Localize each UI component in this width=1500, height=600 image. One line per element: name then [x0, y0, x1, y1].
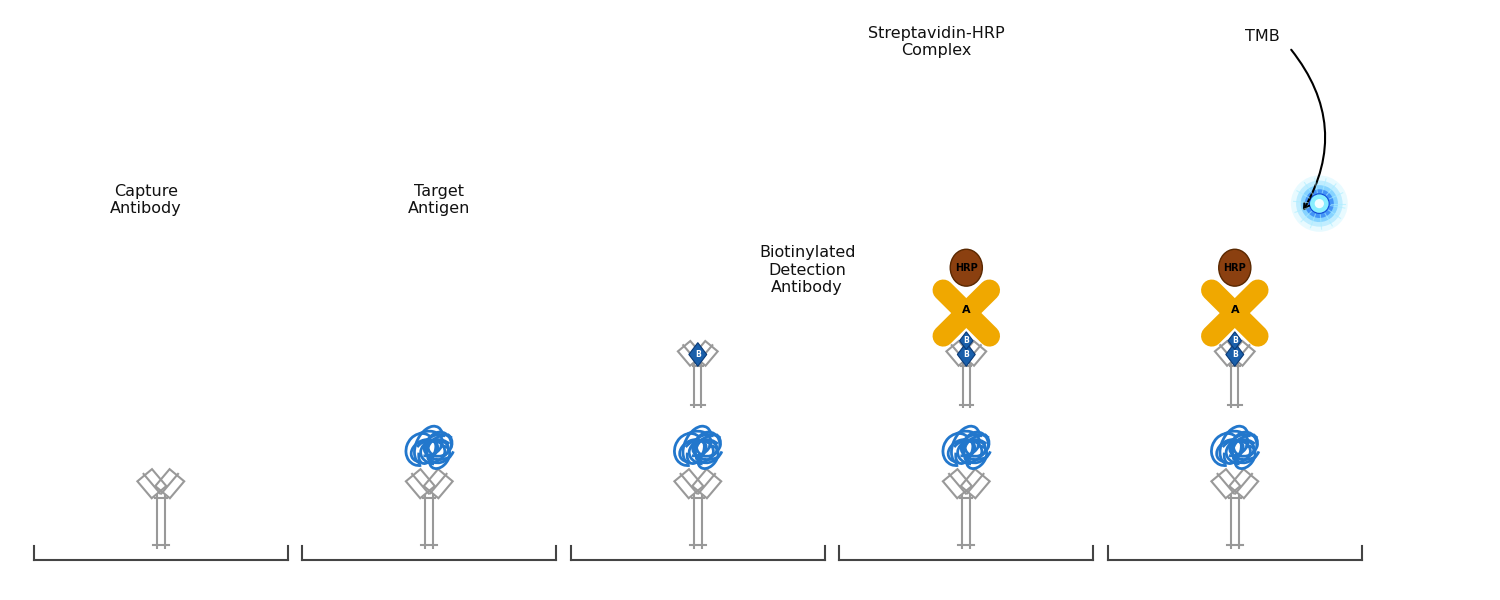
- Text: HRP: HRP: [1224, 263, 1246, 273]
- Text: HRP: HRP: [956, 263, 978, 273]
- Text: Biotinylated
Detection
Antibody: Biotinylated Detection Antibody: [759, 245, 855, 295]
- Polygon shape: [960, 332, 974, 350]
- Text: B: B: [694, 350, 700, 359]
- Ellipse shape: [1218, 249, 1251, 286]
- Polygon shape: [1226, 343, 1244, 367]
- Ellipse shape: [950, 249, 982, 286]
- Text: A: A: [962, 305, 970, 315]
- Text: B: B: [1232, 336, 1238, 345]
- Text: Target
Antigen: Target Antigen: [408, 184, 471, 216]
- Circle shape: [1292, 175, 1348, 232]
- Circle shape: [1310, 194, 1329, 213]
- Polygon shape: [688, 343, 706, 367]
- Circle shape: [1300, 185, 1338, 222]
- Circle shape: [1310, 193, 1329, 214]
- Text: A: A: [1230, 305, 1239, 315]
- Polygon shape: [1228, 332, 1242, 350]
- Circle shape: [1296, 181, 1342, 227]
- Polygon shape: [957, 343, 975, 367]
- Circle shape: [1314, 199, 1324, 208]
- Text: B: B: [963, 350, 969, 359]
- Text: B: B: [963, 336, 969, 345]
- Text: Capture
Antibody: Capture Antibody: [110, 184, 182, 216]
- Text: B: B: [1232, 350, 1238, 359]
- Circle shape: [1305, 189, 1334, 218]
- Text: Streptavidin-HRP
Complex: Streptavidin-HRP Complex: [868, 26, 1005, 58]
- Text: TMB: TMB: [1245, 29, 1280, 44]
